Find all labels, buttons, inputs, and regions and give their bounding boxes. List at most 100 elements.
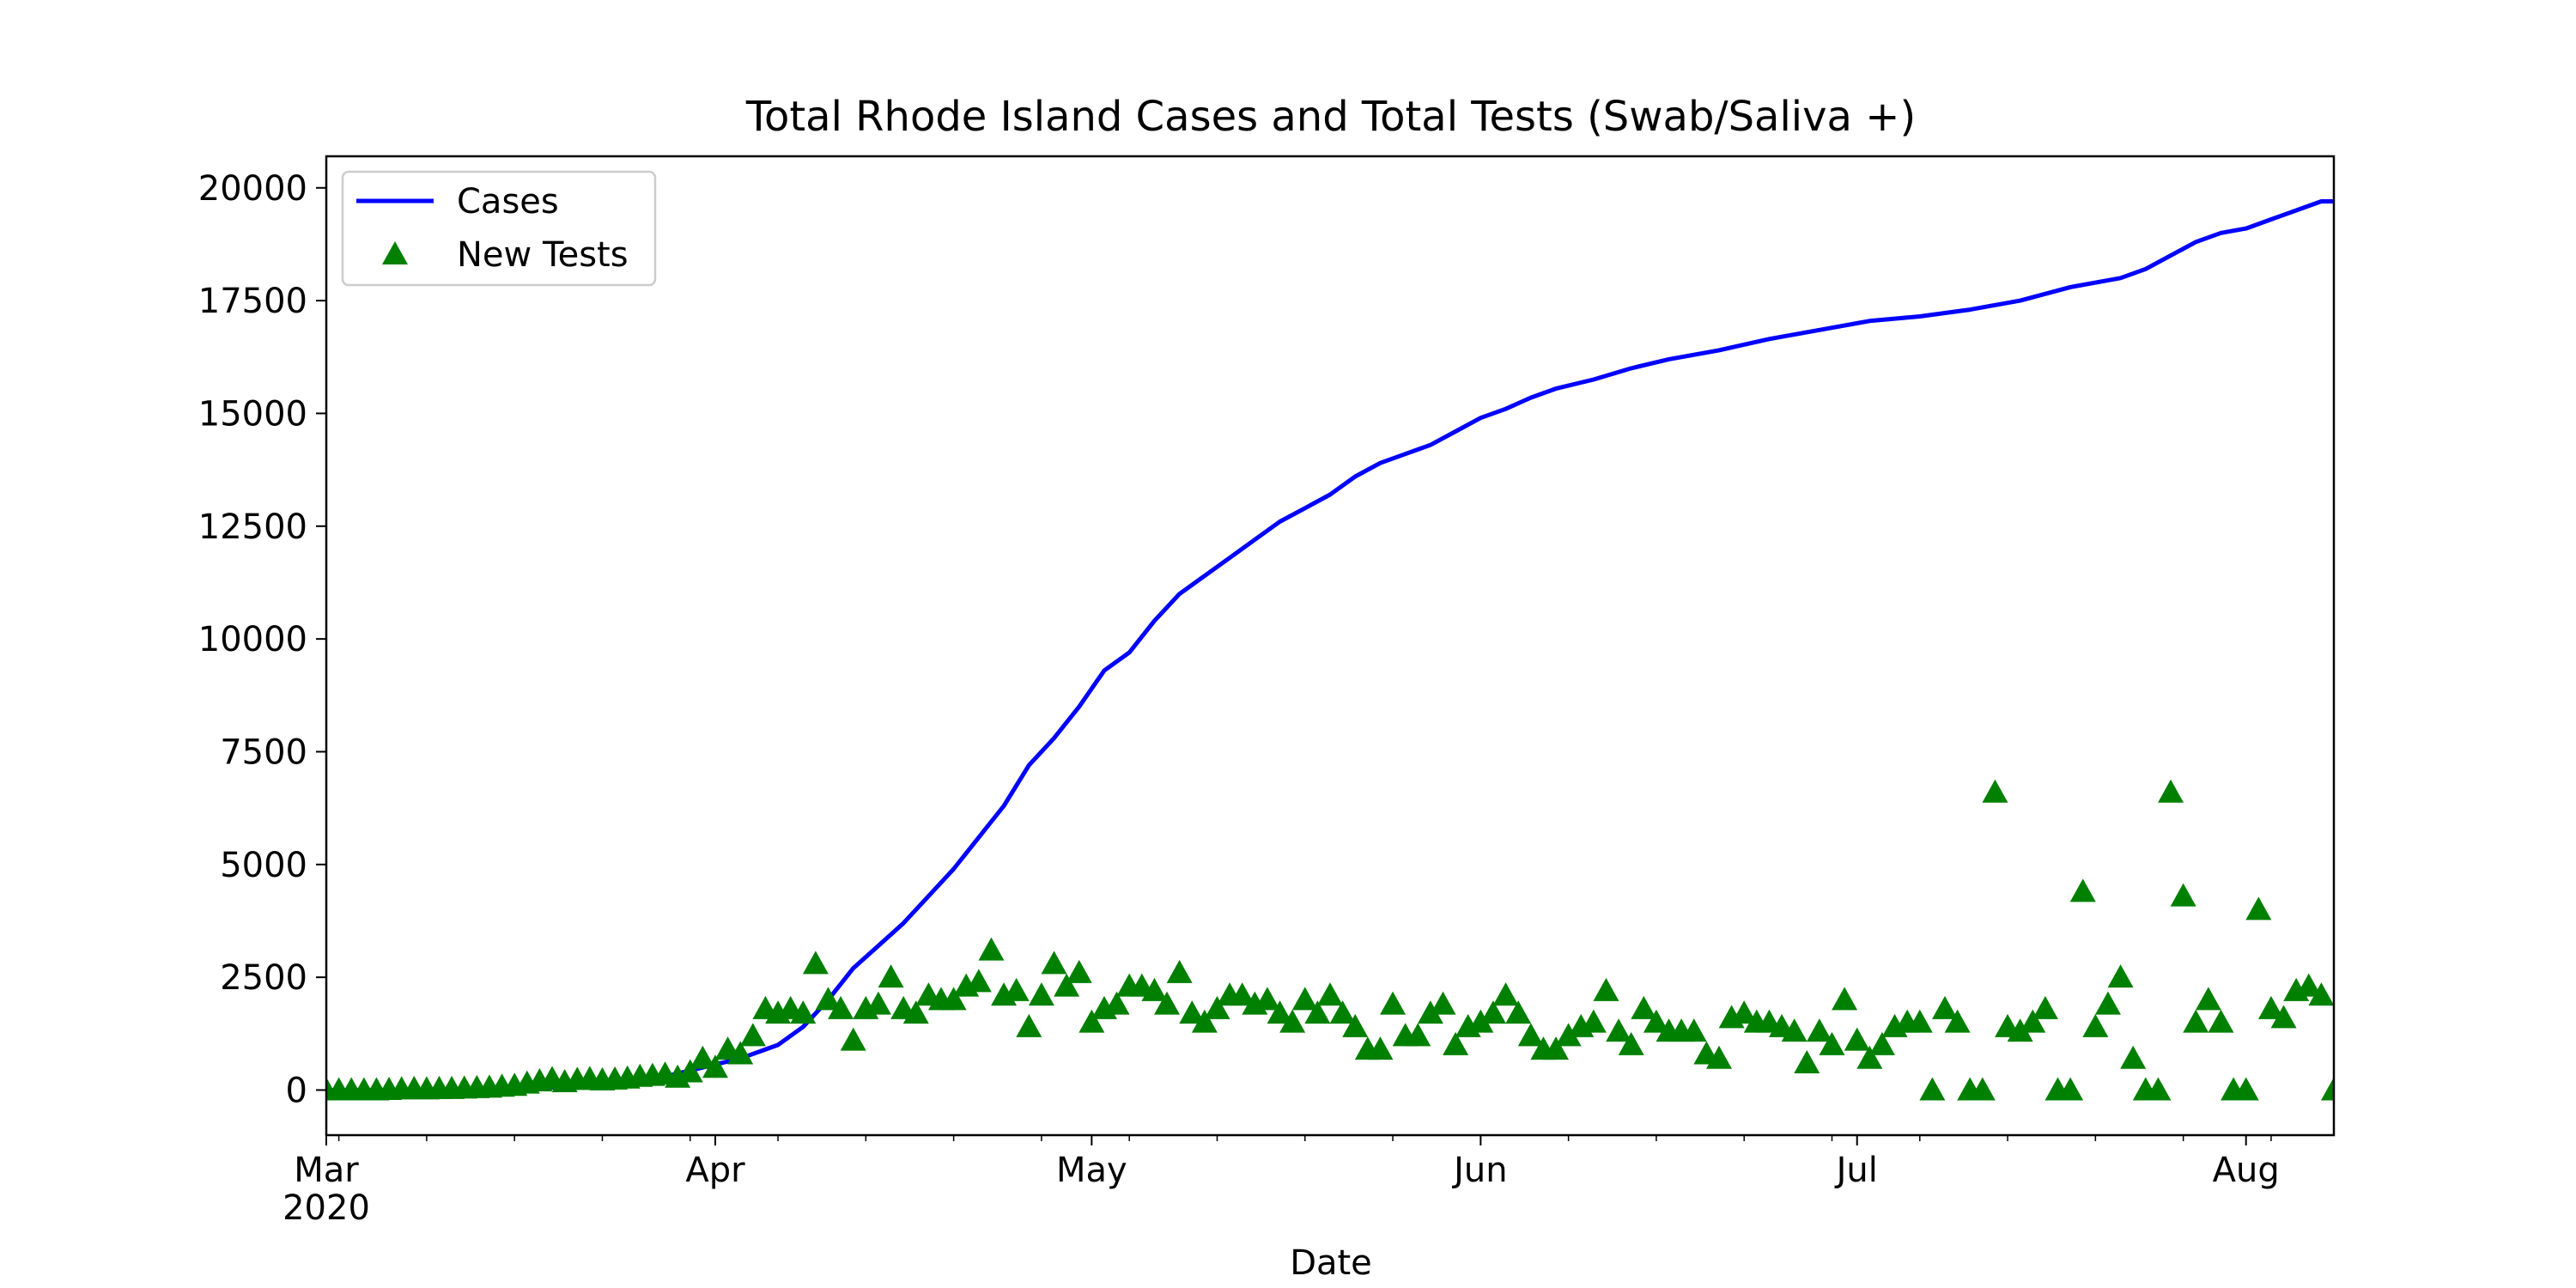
new-tests-marker (2321, 1077, 2334, 1101)
y-tick-label: 10000 (198, 620, 307, 659)
new-tests-marker (2183, 1009, 2209, 1033)
legend: Cases New Tests (341, 170, 657, 287)
new-tests-marker (1781, 1018, 1807, 1042)
new-tests-marker (1329, 1000, 1356, 1024)
new-tests-marker (727, 1041, 754, 1065)
new-tests-markers (326, 779, 2334, 1101)
new-tests-marker (1618, 1031, 1644, 1055)
new-tests-marker (1631, 995, 1657, 1019)
x-tick-label: Jul (1834, 1151, 1878, 1190)
new-tests-marker (739, 1023, 766, 1047)
new-tests-marker (1204, 995, 1230, 1019)
new-tests-marker (2233, 1077, 2259, 1101)
new-tests-marker (2120, 1045, 2147, 1069)
new-tests-marker (1643, 1009, 1669, 1033)
new-tests-marker (1405, 1023, 1431, 1047)
x-tick-label: Apr (685, 1151, 745, 1190)
new-tests-marker (1191, 1009, 1218, 1033)
new-tests-marker (1254, 987, 1280, 1011)
new-tests-marker (2057, 1077, 2084, 1101)
new-tests-marker (1380, 991, 1406, 1015)
x-tick-label: May (1056, 1151, 1127, 1190)
new-tests-marker (2069, 878, 2096, 902)
x-tick-label: Mar (294, 1151, 359, 1190)
new-tests-marker (940, 987, 967, 1011)
new-tests-marker (1906, 1009, 1933, 1033)
new-tests-marker (1479, 1000, 1506, 1024)
new-tests-marker (1028, 982, 1054, 1006)
new-tests-marker (1317, 982, 1343, 1006)
new-tests-marker (2007, 1018, 2033, 1042)
new-tests-marker (1141, 977, 1168, 1001)
new-tests-marker (1229, 982, 1255, 1006)
new-tests-marker (2195, 987, 2221, 1011)
new-tests-marker (2257, 995, 2284, 1019)
new-tests-marker (1016, 1013, 1042, 1037)
y-tick-label: 7500 (220, 732, 307, 772)
new-tests-marker (1844, 1027, 1870, 1051)
legend-label-cases: Cases (457, 182, 559, 222)
new-tests-marker (1944, 1009, 1971, 1033)
legend-label-new-tests: New Tests (457, 235, 629, 275)
new-tests-marker (840, 1027, 866, 1051)
y-tick-label: 12500 (198, 507, 307, 547)
x-tick-label: Jun (1451, 1151, 1508, 1190)
new-tests-marker (1580, 1009, 1607, 1033)
new-tests-marker (1680, 1018, 1707, 1042)
new-tests-marker (1267, 1000, 1293, 1024)
new-tests-marker (1517, 1023, 1544, 1047)
new-tests-marker (1856, 1045, 1883, 1069)
new-tests-marker (677, 1059, 703, 1083)
new-tests-marker (2032, 995, 2058, 1019)
new-tests-marker (1003, 977, 1030, 1001)
new-tests-marker (1919, 1077, 1946, 1101)
new-tests-marker (2145, 1077, 2172, 1101)
x-axis-label: Date (1290, 1243, 1372, 1283)
new-tests-marker (1066, 959, 1092, 983)
new-tests-marker (1054, 973, 1080, 997)
x-tick-label: Aug (2213, 1151, 2280, 1190)
y-tick-label: 20000 (198, 169, 307, 209)
new-tests-marker (815, 987, 841, 1011)
new-tests-marker (1492, 982, 1519, 1006)
new-tests-marker (902, 1000, 929, 1024)
y-axis: 0 2500 5000 7500 10000 12500 15000 17500 20000 (198, 169, 326, 1110)
new-tests-marker (2245, 896, 2272, 920)
new-tests-marker (1166, 959, 1193, 983)
new-tests-marker (978, 937, 1005, 961)
new-tests-marker (2107, 964, 2134, 988)
new-tests-marker (1179, 1000, 1206, 1024)
new-tests-marker (1443, 1031, 1469, 1055)
new-tests-marker (2295, 973, 2322, 997)
new-tests-marker (1467, 1009, 1494, 1033)
new-tests-marker (1103, 991, 1130, 1015)
new-tests-marker (1505, 1000, 1532, 1024)
new-tests-marker (802, 951, 829, 975)
new-tests-marker (1982, 779, 2008, 803)
new-tests-marker (1593, 977, 1619, 1001)
new-tests-marker (1832, 987, 1858, 1011)
new-tests-marker (2082, 1013, 2109, 1037)
new-tests-marker (2308, 982, 2334, 1006)
new-tests-marker (1430, 991, 1456, 1015)
x-tick-sublabel: 2020 (283, 1188, 370, 1228)
chart-title: Total Rhode Island Cases and Total Tests… (745, 93, 1916, 141)
new-tests-marker (1154, 991, 1181, 1015)
new-tests-marker (1806, 1018, 1832, 1042)
new-tests-marker (1868, 1031, 1895, 1055)
new-tests-marker (702, 1054, 728, 1078)
y-tick-label: 17500 (198, 282, 307, 321)
new-tests-marker (1932, 995, 1959, 1019)
new-tests-marker (2158, 779, 2184, 803)
new-tests-marker (1731, 1000, 1758, 1024)
y-tick-label: 5000 (220, 846, 307, 885)
y-tick-label: 2500 (220, 958, 307, 998)
new-tests-marker (1606, 1018, 1632, 1042)
new-tests-marker (865, 991, 891, 1015)
y-tick-label: 0 (286, 1071, 307, 1110)
new-tests-marker (878, 964, 904, 988)
new-tests-marker (1291, 987, 1318, 1011)
new-tests-marker (690, 1045, 716, 1069)
